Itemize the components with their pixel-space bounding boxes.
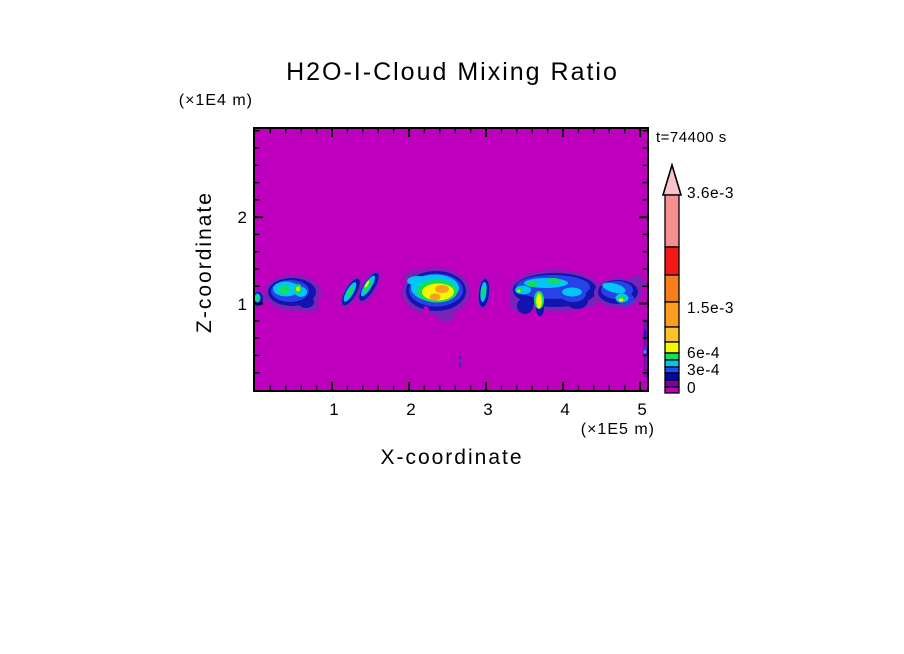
cloud-region [256,295,259,301]
cloud-region [458,359,462,363]
x-tick-label: 4 [560,400,570,419]
page-title: H2O-I-Cloud Mixing Ratio [286,58,619,86]
cloud-region [346,286,354,298]
z-axis-unit-label: (×1E4 m) [178,92,253,109]
x-tick-label: 2 [406,400,416,419]
colorbar-segment [664,274,680,303]
colorbar-segment [664,246,680,276]
colorbar-segment [664,301,680,328]
cloud-region [644,350,646,354]
colorbar-arrow [661,162,683,196]
colorbar-segment [664,341,680,354]
cloud-region [517,289,521,293]
plot-area: 1 2 3 4 5 1 2 [238,127,649,419]
colorbar-label: 0 [687,380,697,397]
plot-canvas [255,129,647,390]
cloud-region [481,286,486,298]
colorbar: 3.6e-3 1.5e-3 6e-4 3e-4 0 [658,162,768,402]
colorbar-segment [664,379,680,388]
cloud-region [526,281,538,287]
x-axis-unit-label: (×1E5 m) [580,421,655,438]
cloud-region [602,282,626,294]
x-tick-label: 5 [637,400,647,419]
cloud-region [296,286,300,292]
cloud-region [364,280,370,288]
colorbar-label: 6e-4 [687,345,721,362]
colorbar-segment [664,194,680,248]
colorbar-segment [664,326,680,343]
cloud-region [536,293,542,309]
cloud-region [278,285,290,295]
time-annotation: t=74400 s [656,129,727,146]
colorbar-segment [664,386,680,394]
colorbar-segment [664,372,680,381]
colorbar-segment [664,352,680,361]
y-tick-label: 1 [237,294,247,314]
colorbar-label: 1.5e-3 [687,300,734,317]
x-axis-title: X-coordinate [380,446,524,469]
cloud-region [429,293,441,301]
colorbar-label: 3e-4 [687,362,721,379]
cloud-region [547,278,561,284]
colorbar-segment [664,359,680,368]
colorbar-segment [664,366,680,374]
cloud-region [618,298,624,302]
z-axis-title: Z-coordinate [193,191,216,333]
x-tick-label: 3 [483,400,493,419]
cloud-region [437,308,455,322]
colorbar-canvas [661,162,683,394]
cloud-region [562,287,582,297]
cloud-region [517,298,533,314]
colorbar-label: 3.6e-3 [687,185,734,202]
cloud-region [363,279,373,293]
y-tick-label: 2 [237,208,247,228]
cloud-region [422,306,430,318]
cloud-region [435,285,449,293]
cloud-region [643,329,647,341]
x-tick-label: 1 [329,400,339,419]
